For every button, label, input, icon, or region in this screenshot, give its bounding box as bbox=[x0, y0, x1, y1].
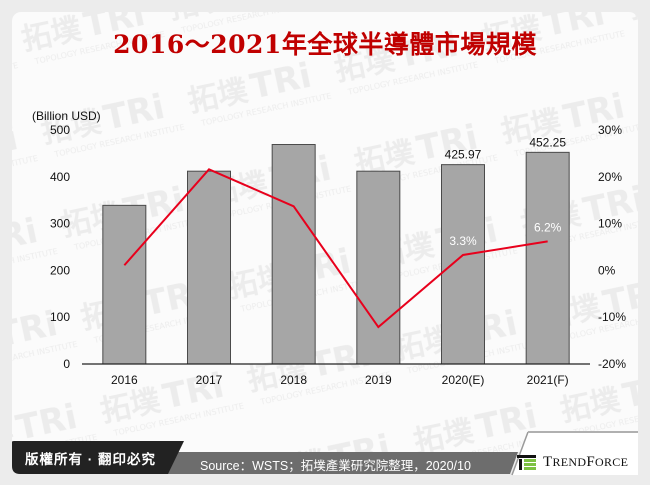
x-axis-tick: 2019 bbox=[365, 373, 392, 387]
chart-title: 2016～2021年全球半導體市場規模 bbox=[113, 30, 537, 59]
brand-name: TRENDFORCE bbox=[543, 454, 629, 470]
growth-value-label: 3.3% bbox=[449, 234, 477, 248]
bar-2021(F) bbox=[525, 151, 570, 365]
trendforce-logo-icon bbox=[517, 455, 536, 470]
left-axis-tick: 100 bbox=[50, 310, 70, 324]
right-axis-tick: 0% bbox=[598, 263, 616, 277]
right-axis-tick: 30% bbox=[598, 123, 622, 137]
footer-dark-tab bbox=[12, 441, 184, 474]
bar-2020(E) bbox=[441, 164, 485, 365]
bar-2019 bbox=[356, 170, 401, 365]
left-axis-tick: 400 bbox=[50, 170, 70, 184]
bar-2018 bbox=[271, 144, 316, 365]
right-axis-tick: 20% bbox=[598, 170, 622, 184]
right-axis-tick: -10% bbox=[598, 310, 626, 324]
left-axis-unit-label: (Billion USD) bbox=[32, 109, 101, 123]
source-note: Source：WSTS；拓墣產業研究院整理，2020/10 bbox=[200, 459, 471, 473]
growth-line bbox=[123, 168, 548, 329]
x-axis-tick: 2021(F) bbox=[527, 373, 569, 387]
left-axis-tick: 500 bbox=[50, 123, 70, 137]
footer-gray-bar bbox=[158, 452, 518, 474]
bar-value-label: 452.25 bbox=[529, 135, 566, 149]
x-axis-tick: 2016 bbox=[111, 373, 138, 387]
right-axis-tick: 10% bbox=[598, 217, 622, 231]
brand-area bbox=[512, 432, 638, 475]
left-axis-tick: 200 bbox=[50, 263, 70, 277]
x-axis-tick: 2020(E) bbox=[442, 373, 485, 387]
x-axis-tick: 2017 bbox=[196, 373, 223, 387]
x-axis-tick: 2018 bbox=[280, 373, 307, 387]
growth-value-label: 6.2% bbox=[534, 220, 562, 234]
left-axis-tick: 0 bbox=[63, 357, 70, 371]
copyright-label: 版權所有 · 翻印必究 bbox=[25, 452, 156, 467]
right-axis-tick: -20% bbox=[598, 357, 626, 371]
left-axis-tick: 300 bbox=[50, 217, 70, 231]
bar-value-label: 425.97 bbox=[445, 148, 482, 162]
